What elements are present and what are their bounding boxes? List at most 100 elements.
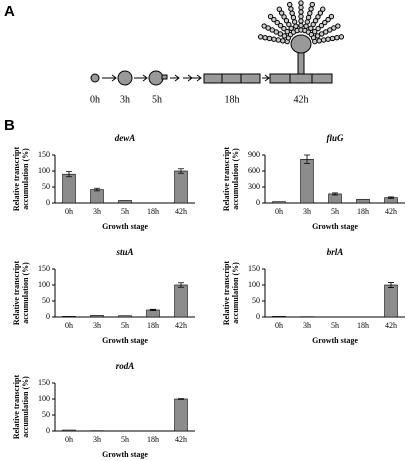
conidium (266, 35, 273, 42)
panel-label: B (4, 117, 15, 134)
arrow (183, 74, 193, 82)
conidium (273, 29, 279, 35)
conidium (329, 35, 336, 42)
panel-label: A (4, 3, 15, 20)
conidium (283, 17, 290, 24)
y-tick-label: 150 (38, 264, 50, 273)
error-bar (94, 187, 100, 192)
y-axis-label: accumulation (%) (21, 262, 30, 324)
conidium (293, 23, 299, 29)
conidium (312, 38, 318, 45)
conidium (334, 34, 340, 41)
x-tick-label: 0h (275, 321, 283, 330)
conidium (323, 29, 329, 35)
conidium (320, 37, 327, 43)
conidium (262, 34, 268, 41)
y-tick-label: 100 (38, 166, 50, 175)
x-tick-label: 0h (275, 207, 283, 216)
stage-label: 42h (294, 94, 309, 105)
error-bar (66, 171, 72, 178)
y-tick-label: 0 (46, 426, 50, 435)
y-axis-label: Relative transcript (12, 147, 21, 212)
x-tick-label: 3h (93, 321, 101, 330)
chart-title: dewA (115, 133, 136, 143)
error-bar (178, 168, 184, 174)
conidium (267, 13, 274, 20)
hypha (203, 73, 261, 84)
conidium (288, 6, 294, 12)
conidium (310, 21, 316, 28)
error-bar (304, 154, 310, 164)
y-tick-label: 150 (38, 150, 50, 159)
germling (148, 70, 164, 86)
conidium (298, 4, 304, 11)
stage-label: 5h (152, 94, 162, 105)
conidium (327, 27, 333, 33)
y-axis-label: Relative transcript (12, 261, 21, 326)
y-tick-label: 0 (256, 198, 260, 207)
bar (146, 309, 160, 318)
x-tick-label: 5h (331, 207, 339, 216)
stage-label: 3h (120, 94, 130, 105)
conidium (274, 19, 280, 26)
y-tick-label: 0 (256, 312, 260, 321)
error-bar (150, 308, 156, 311)
stage-label: 18h (225, 94, 240, 105)
x-tick-label: 42h (385, 207, 397, 216)
y-axis-label: Relative transcript (12, 375, 21, 440)
error-bar (388, 282, 394, 288)
conidium (298, 22, 304, 29)
x-tick-label: 42h (175, 207, 187, 216)
bar (300, 158, 314, 204)
conidium (303, 23, 309, 29)
y-axis-label: accumulation (%) (21, 148, 30, 210)
conidium (261, 23, 267, 29)
conidium (325, 16, 331, 23)
y-tick-label: 100 (38, 394, 50, 403)
conidium (286, 21, 292, 28)
conidium (335, 23, 341, 29)
bar (384, 284, 398, 318)
y-tick-label: 100 (38, 280, 50, 289)
conidium (290, 14, 297, 21)
conidium (318, 31, 325, 37)
conidium (291, 19, 298, 25)
y-tick-label: 300 (248, 182, 260, 191)
y-tick-label: 50 (42, 182, 50, 191)
conidium (280, 38, 286, 44)
conidium (318, 22, 325, 29)
y-axis-label: accumulation (%) (231, 148, 240, 210)
conidium (277, 31, 284, 37)
conidium (298, 9, 304, 15)
x-axis-label: Growth stage (102, 450, 148, 459)
x-tick-label: 0h (65, 207, 73, 216)
x-axis-label: Growth stage (102, 222, 148, 231)
conidium (271, 16, 277, 23)
y-tick-label: 100 (248, 280, 260, 289)
conidium (281, 33, 288, 39)
bar (62, 316, 76, 318)
x-tick-label: 5h (121, 435, 129, 444)
hypha (269, 73, 333, 84)
conidium (271, 36, 277, 42)
y-tick-label: 50 (252, 296, 260, 305)
bar (174, 398, 188, 432)
arrow (102, 74, 117, 82)
arrow (262, 74, 270, 82)
conidium (315, 14, 321, 20)
conidium (278, 10, 285, 16)
conidium (308, 25, 314, 32)
x-tick-label: 18h (147, 435, 159, 444)
bar (356, 198, 370, 204)
x-tick-label: 18h (147, 321, 159, 330)
arrow (134, 74, 148, 82)
x-tick-label: 5h (121, 321, 129, 330)
conidium (316, 38, 322, 44)
x-tick-label: 0h (65, 435, 73, 444)
x-tick-label: 18h (357, 321, 369, 330)
conidium (331, 25, 337, 31)
y-tick-label: 150 (38, 378, 50, 387)
y-tick-label: 0 (46, 312, 50, 321)
conidium (286, 1, 293, 8)
bar (62, 429, 76, 432)
